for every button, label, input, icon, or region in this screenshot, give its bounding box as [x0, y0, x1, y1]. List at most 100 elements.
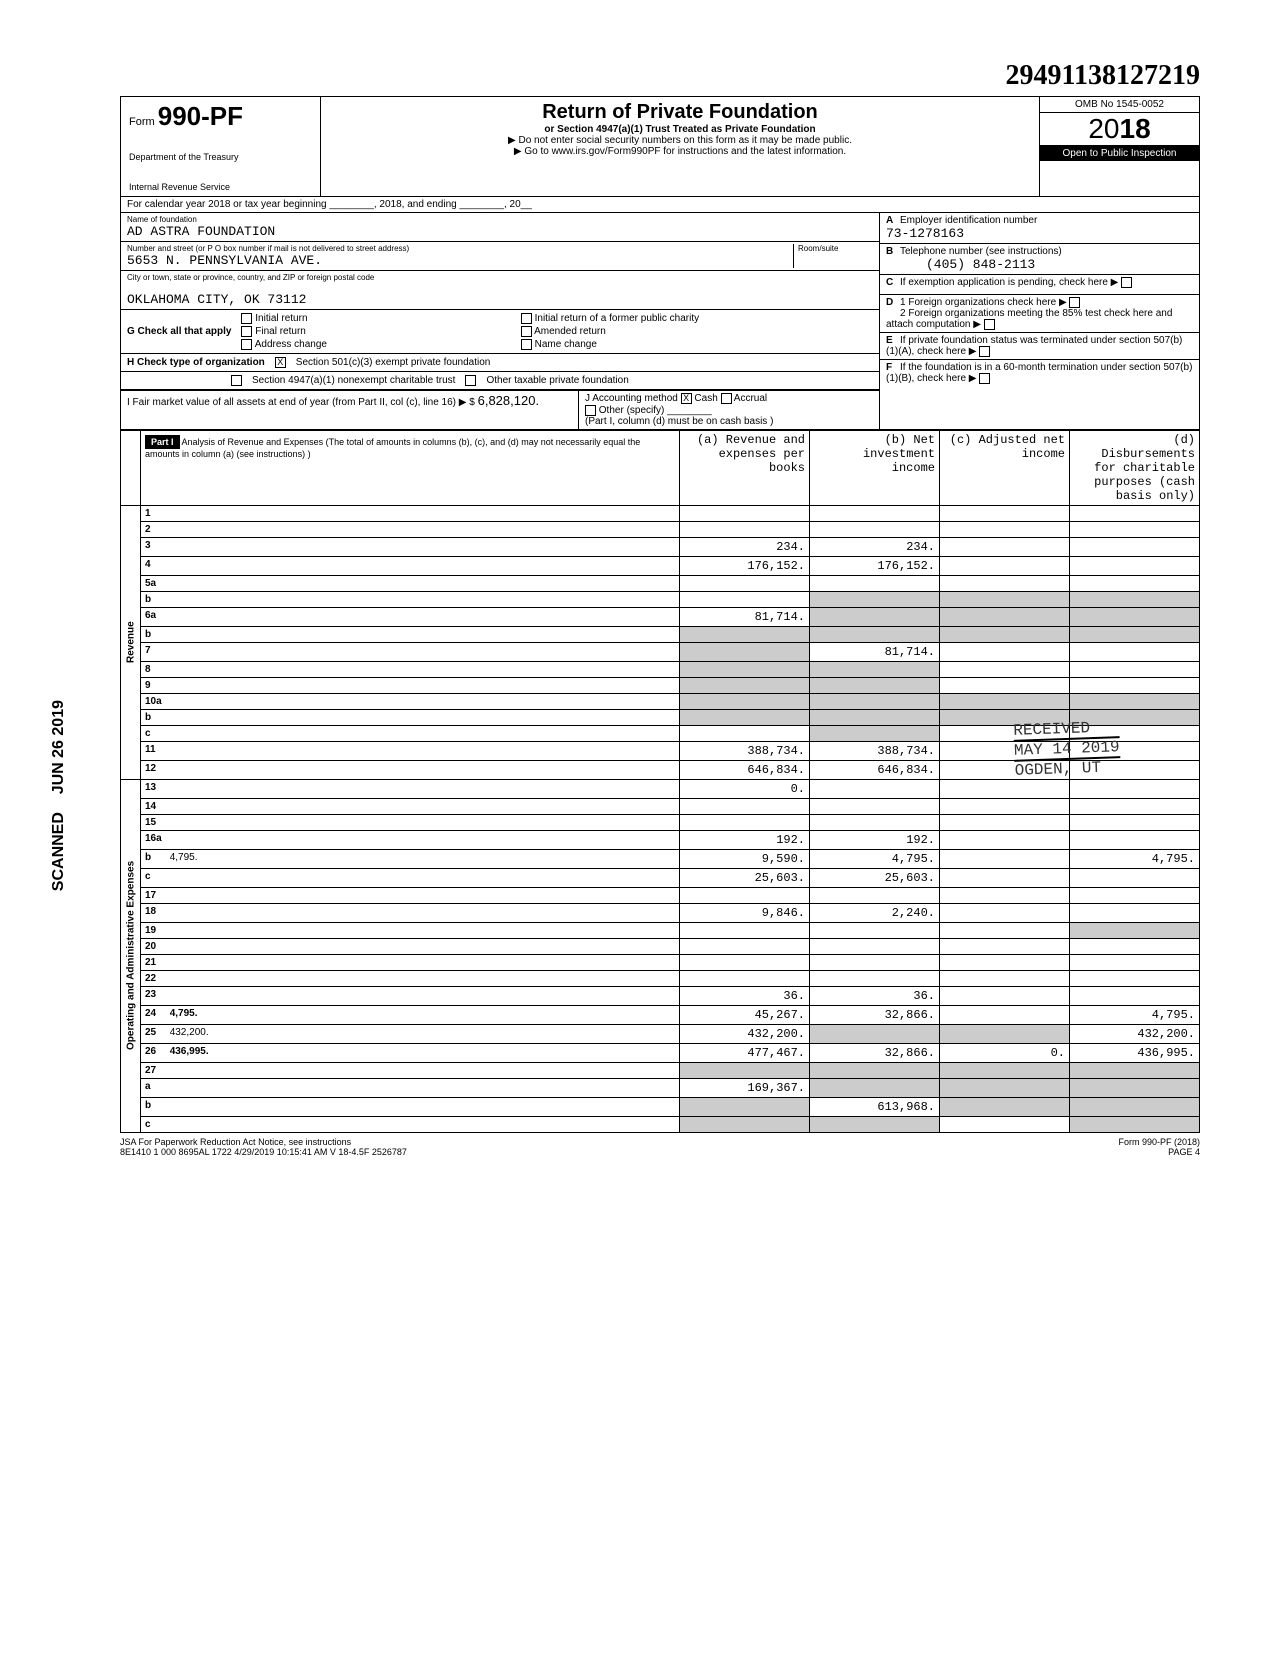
amount-cell: 234.	[810, 537, 940, 556]
amount-cell	[810, 1116, 940, 1132]
amount-cell	[1070, 1062, 1200, 1078]
line-description	[166, 1116, 680, 1132]
initial-return-checkbox[interactable]	[241, 313, 252, 324]
line-description	[166, 938, 680, 954]
part1-table: Part I Analysis of Revenue and Expenses …	[120, 430, 1200, 1133]
accrual-checkbox[interactable]	[721, 393, 732, 404]
amount-cell: 176,152.	[680, 556, 810, 575]
amended-return-checkbox[interactable]	[521, 326, 532, 337]
d1-checkbox[interactable]	[1069, 297, 1080, 308]
501c3-checkbox[interactable]: X	[275, 357, 286, 368]
amount-cell: 4,795.	[1070, 1005, 1200, 1024]
amount-cell: 36.	[680, 986, 810, 1005]
line-number: b	[141, 626, 166, 642]
initial-return-former-checkbox[interactable]	[521, 313, 532, 324]
line-number: 1	[141, 505, 166, 521]
amount-cell	[1070, 887, 1200, 903]
line-number: 27	[141, 1062, 166, 1078]
amount-cell: 25,603.	[680, 868, 810, 887]
g-label: G Check all that apply	[127, 326, 231, 337]
amount-cell	[810, 725, 940, 741]
f-checkbox[interactable]	[979, 373, 990, 384]
cash-checkbox[interactable]: X	[681, 393, 692, 404]
amount-cell	[940, 556, 1070, 575]
line-description	[166, 830, 680, 849]
amount-cell	[680, 954, 810, 970]
other-taxable-checkbox[interactable]	[465, 375, 476, 386]
line-number: 17	[141, 887, 166, 903]
amount-cell	[940, 1062, 1070, 1078]
line-description	[166, 868, 680, 887]
col-a-header: (a) Revenue and expenses per books	[680, 430, 810, 505]
col-c-header: (c) Adjusted net income	[940, 430, 1070, 505]
line-number: 14	[141, 798, 166, 814]
name-change-checkbox[interactable]	[521, 339, 532, 350]
amount-cell	[810, 1024, 940, 1043]
line-number: 23	[141, 986, 166, 1005]
amount-cell: 176,152.	[810, 556, 940, 575]
amount-cell	[680, 521, 810, 537]
address-change-checkbox[interactable]	[241, 339, 252, 350]
phone-value: (405) 848-2113	[886, 257, 1035, 272]
amount-cell	[680, 693, 810, 709]
ein-label: Employer identification number	[900, 215, 1037, 226]
dept-treasury: Department of the Treasury	[129, 152, 312, 162]
amount-cell	[1070, 1116, 1200, 1132]
line-description	[166, 607, 680, 626]
col-b-header: (b) Net investment income	[810, 430, 940, 505]
city-label: City or town, state or province, country…	[127, 273, 873, 282]
amount-cell	[940, 1005, 1070, 1024]
amount-cell: 32,866.	[810, 1005, 940, 1024]
amount-cell	[810, 798, 940, 814]
line-description	[166, 814, 680, 830]
amount-cell: 36.	[810, 986, 940, 1005]
final-return-checkbox[interactable]	[241, 326, 252, 337]
line-description	[166, 922, 680, 938]
line-number: 2	[141, 521, 166, 537]
line-description: 432,200.	[166, 1024, 680, 1043]
amount-cell	[940, 903, 1070, 922]
amount-cell	[1070, 642, 1200, 661]
amount-cell	[940, 521, 1070, 537]
amount-cell: 432,200.	[680, 1024, 810, 1043]
phone-label: Telephone number (see instructions)	[900, 246, 1062, 257]
amount-cell	[680, 814, 810, 830]
line-number: 18	[141, 903, 166, 922]
line-number: 4	[141, 556, 166, 575]
other-method-checkbox[interactable]	[585, 405, 596, 416]
line-description	[166, 575, 680, 591]
foundation-name: AD ASTRA FOUNDATION	[127, 224, 873, 239]
line-number: a	[141, 1078, 166, 1097]
line-number: 9	[141, 677, 166, 693]
4947a1-checkbox[interactable]	[231, 375, 242, 386]
amount-cell	[810, 626, 940, 642]
name-label: Name of foundation	[127, 215, 873, 224]
amount-cell	[940, 1024, 1070, 1043]
d2-checkbox[interactable]	[984, 319, 995, 330]
line-description	[166, 954, 680, 970]
j-note: (Part I, column (d) must be on cash basi…	[585, 416, 773, 427]
amount-cell	[810, 814, 940, 830]
room-label: Room/suite	[798, 244, 873, 253]
amount-cell	[1070, 1097, 1200, 1116]
amount-cell	[680, 1062, 810, 1078]
e-checkbox[interactable]	[979, 346, 990, 357]
line-description: 436,995.	[166, 1043, 680, 1062]
amount-cell	[1070, 591, 1200, 607]
part1-title: Analysis of Revenue and Expenses (The to…	[145, 437, 640, 459]
line-number: 22	[141, 970, 166, 986]
amount-cell	[1070, 938, 1200, 954]
amount-cell	[810, 575, 940, 591]
amount-cell	[940, 642, 1070, 661]
amount-cell	[1070, 954, 1200, 970]
line-number: b	[141, 709, 166, 725]
line-description	[166, 521, 680, 537]
d1-label: 1 Foreign organizations check here	[900, 297, 1056, 308]
amount-cell	[1070, 814, 1200, 830]
amount-cell: 169,367.	[680, 1078, 810, 1097]
c-checkbox[interactable]	[1121, 277, 1132, 288]
amount-cell: 436,995.	[1070, 1043, 1200, 1062]
amount-cell	[940, 1097, 1070, 1116]
amount-cell	[940, 970, 1070, 986]
amount-cell	[940, 607, 1070, 626]
